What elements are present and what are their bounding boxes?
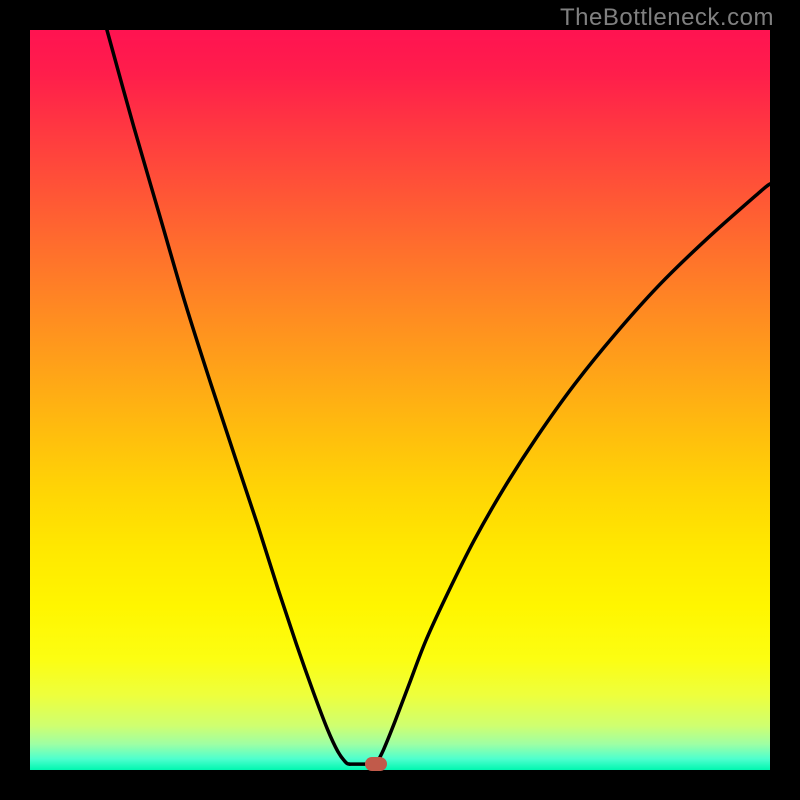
- bottleneck-curve-svg: [0, 0, 800, 800]
- chart-frame: TheBottleneck.com: [0, 0, 800, 800]
- optimal-point-marker: [365, 757, 387, 771]
- curve-segment: [107, 30, 350, 764]
- curve-segment: [376, 184, 770, 764]
